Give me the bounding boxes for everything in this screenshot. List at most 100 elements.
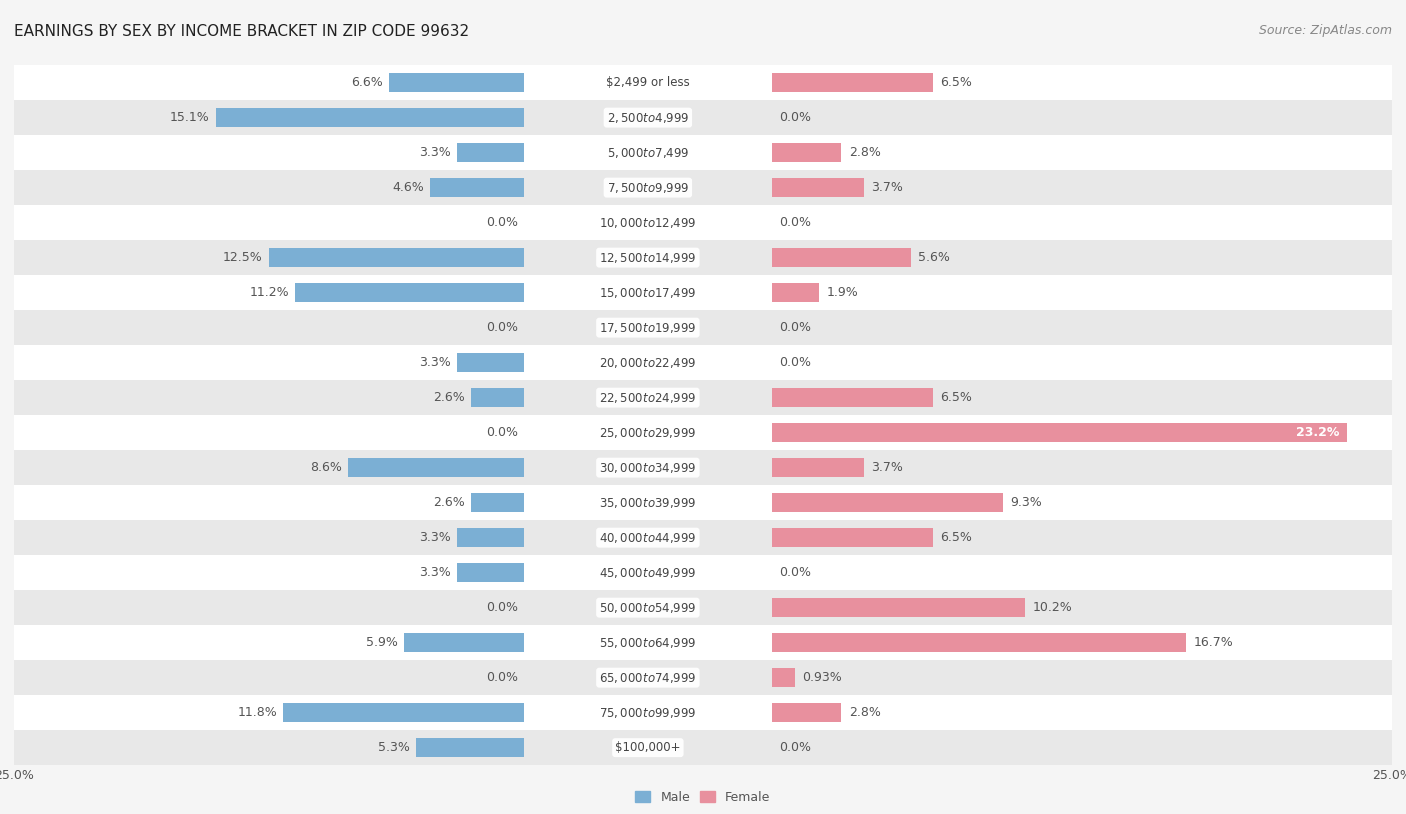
Text: $2,499 or less: $2,499 or less <box>606 77 690 89</box>
Bar <box>14 555 524 590</box>
Bar <box>404 633 524 652</box>
Bar <box>772 528 934 547</box>
Bar <box>524 310 772 345</box>
Text: 12.5%: 12.5% <box>224 252 263 264</box>
Bar <box>772 590 1392 625</box>
Text: $45,000 to $49,999: $45,000 to $49,999 <box>599 566 696 580</box>
Bar <box>389 73 524 92</box>
Text: $35,000 to $39,999: $35,000 to $39,999 <box>599 496 696 510</box>
Bar <box>14 205 524 240</box>
Text: 0.0%: 0.0% <box>485 427 517 439</box>
Bar <box>457 353 524 372</box>
Text: 0.0%: 0.0% <box>779 322 811 334</box>
Bar <box>524 170 772 205</box>
Text: 3.3%: 3.3% <box>419 357 450 369</box>
Bar <box>524 590 772 625</box>
Bar <box>772 380 1392 415</box>
Bar <box>772 248 911 267</box>
Bar <box>14 310 524 345</box>
Bar <box>772 730 1392 765</box>
Bar <box>524 555 772 590</box>
Bar <box>772 423 1347 442</box>
Bar <box>14 730 524 765</box>
Bar <box>772 240 1392 275</box>
Text: 6.5%: 6.5% <box>941 392 973 404</box>
Bar <box>772 135 1392 170</box>
Bar <box>457 143 524 162</box>
Bar <box>524 135 772 170</box>
Text: $100,000+: $100,000+ <box>616 742 681 754</box>
Text: $40,000 to $44,999: $40,000 to $44,999 <box>599 531 696 545</box>
Bar <box>772 65 1392 100</box>
Bar <box>772 633 1187 652</box>
Text: 3.3%: 3.3% <box>419 147 450 159</box>
Bar <box>471 493 524 512</box>
Bar <box>457 528 524 547</box>
Bar <box>471 388 524 407</box>
Bar <box>772 100 1392 135</box>
Bar <box>283 703 524 722</box>
Bar <box>772 555 1392 590</box>
Text: 0.0%: 0.0% <box>485 602 517 614</box>
Bar <box>772 143 841 162</box>
Bar <box>772 450 1392 485</box>
Text: $20,000 to $22,499: $20,000 to $22,499 <box>599 356 696 370</box>
Text: 0.0%: 0.0% <box>779 567 811 579</box>
Bar <box>14 240 524 275</box>
Text: 3.3%: 3.3% <box>419 567 450 579</box>
Text: $65,000 to $74,999: $65,000 to $74,999 <box>599 671 696 685</box>
Bar <box>416 738 524 757</box>
Bar <box>217 108 524 127</box>
Text: $10,000 to $12,499: $10,000 to $12,499 <box>599 216 696 230</box>
Text: $25,000 to $29,999: $25,000 to $29,999 <box>599 426 696 440</box>
Bar <box>772 178 863 197</box>
Bar <box>772 598 1025 617</box>
Bar <box>524 345 772 380</box>
Text: $30,000 to $34,999: $30,000 to $34,999 <box>599 461 696 475</box>
Bar <box>14 380 524 415</box>
Text: $5,000 to $7,499: $5,000 to $7,499 <box>606 146 689 160</box>
Bar <box>772 668 794 687</box>
Bar <box>772 310 1392 345</box>
Bar <box>524 240 772 275</box>
Text: 0.0%: 0.0% <box>779 742 811 754</box>
Text: 1.9%: 1.9% <box>827 287 858 299</box>
Bar <box>14 625 524 660</box>
Bar <box>772 485 1392 520</box>
Bar <box>14 100 524 135</box>
Text: 5.3%: 5.3% <box>378 742 409 754</box>
Bar <box>14 695 524 730</box>
Text: $2,500 to $4,999: $2,500 to $4,999 <box>606 111 689 125</box>
Text: 23.2%: 23.2% <box>1296 427 1340 439</box>
Text: $55,000 to $64,999: $55,000 to $64,999 <box>599 636 696 650</box>
Text: 3.7%: 3.7% <box>872 182 903 194</box>
Bar <box>772 520 1392 555</box>
Text: EARNINGS BY SEX BY INCOME BRACKET IN ZIP CODE 99632: EARNINGS BY SEX BY INCOME BRACKET IN ZIP… <box>14 24 470 39</box>
Bar <box>430 178 524 197</box>
Text: 9.3%: 9.3% <box>1010 497 1042 509</box>
Bar <box>14 415 524 450</box>
Bar <box>14 65 524 100</box>
Bar <box>14 345 524 380</box>
Text: 0.0%: 0.0% <box>485 217 517 229</box>
Bar <box>14 590 524 625</box>
Text: 0.0%: 0.0% <box>779 112 811 124</box>
Bar <box>269 248 524 267</box>
Legend: Male, Female: Male, Female <box>636 790 770 803</box>
Text: 3.7%: 3.7% <box>872 462 903 474</box>
Bar <box>524 730 772 765</box>
Text: 8.6%: 8.6% <box>311 462 343 474</box>
Text: 11.8%: 11.8% <box>238 707 277 719</box>
Bar <box>772 205 1392 240</box>
Bar <box>772 660 1392 695</box>
Bar <box>524 485 772 520</box>
Text: 2.8%: 2.8% <box>849 147 880 159</box>
Bar <box>524 100 772 135</box>
Bar <box>772 275 1392 310</box>
Bar <box>524 65 772 100</box>
Bar <box>457 563 524 582</box>
Text: 2.6%: 2.6% <box>433 392 465 404</box>
Text: 0.0%: 0.0% <box>779 217 811 229</box>
Bar <box>524 625 772 660</box>
Text: 2.8%: 2.8% <box>849 707 880 719</box>
